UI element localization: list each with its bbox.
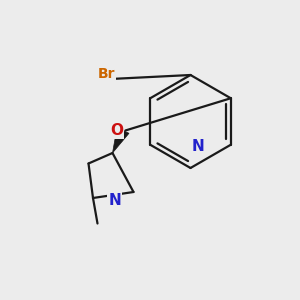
Text: N: N	[192, 139, 204, 154]
Polygon shape	[112, 128, 129, 153]
Text: N: N	[108, 193, 121, 208]
Text: O: O	[110, 123, 123, 138]
Text: Br: Br	[98, 67, 115, 80]
